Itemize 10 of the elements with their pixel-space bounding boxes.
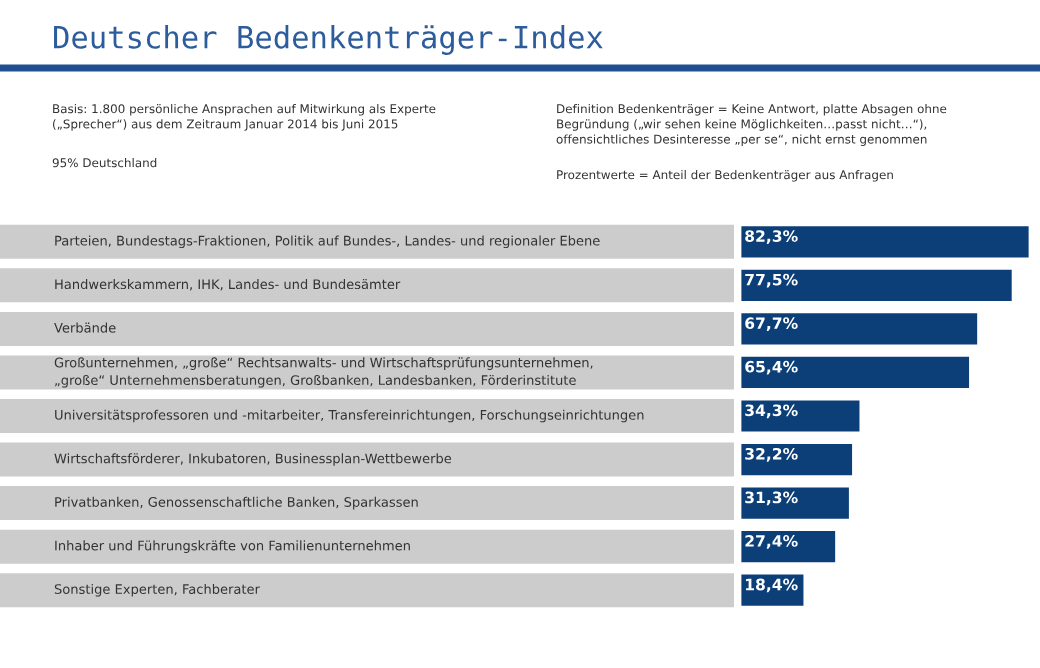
bar [740, 397, 863, 435]
bar [740, 266, 1015, 304]
bar [740, 223, 1032, 261]
bar [740, 571, 807, 609]
bar [740, 354, 972, 391]
bar [740, 528, 838, 566]
bar [740, 310, 980, 348]
text: Deutscher Bedenkenträger-Index [54, 25, 603, 55]
bar [740, 484, 852, 522]
bar [740, 441, 855, 478]
